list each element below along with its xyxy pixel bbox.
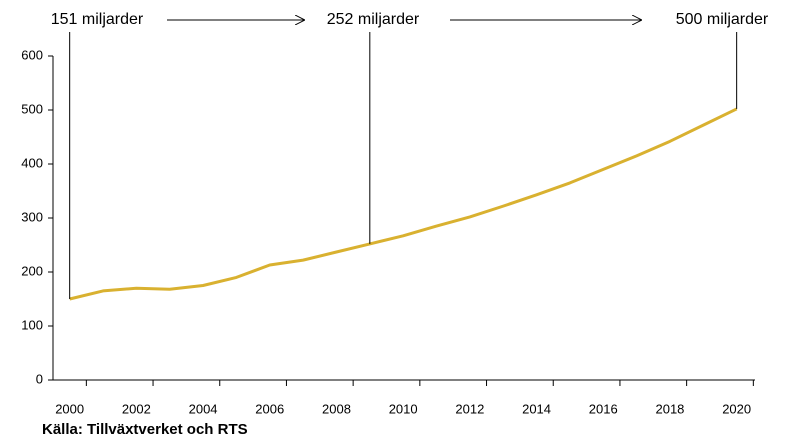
y-tick-label: 100 <box>21 317 43 332</box>
x-tick-label: 2008 <box>322 401 351 416</box>
x-tick-label: 2004 <box>189 401 218 416</box>
x-tick-label: 2010 <box>389 401 418 416</box>
x-tick-label: 2006 <box>255 401 284 416</box>
x-tick-label: 2000 <box>55 401 84 416</box>
x-tick-label: 2012 <box>455 401 484 416</box>
y-tick-label: 400 <box>21 155 43 170</box>
y-tick-label: 500 <box>21 101 43 116</box>
x-tick-label: 2002 <box>122 401 151 416</box>
y-tick-label: 300 <box>21 209 43 224</box>
annotation: 151 miljarder <box>51 11 144 28</box>
x-tick-label: 2014 <box>522 401 551 416</box>
y-tick-label: 200 <box>21 263 43 278</box>
x-tick-label: 2020 <box>722 401 751 416</box>
x-tick-label: 2018 <box>655 401 684 416</box>
annotation: 252 miljarder <box>327 11 420 28</box>
x-tick-label: 2016 <box>589 401 618 416</box>
y-tick-label: 0 <box>36 371 43 386</box>
annotation: 500 miljarder <box>676 11 769 28</box>
line <box>69 107 738 301</box>
source: Källa: Tillväxtverket och RTS <box>42 421 248 438</box>
y-tick-label: 600 <box>21 47 43 62</box>
